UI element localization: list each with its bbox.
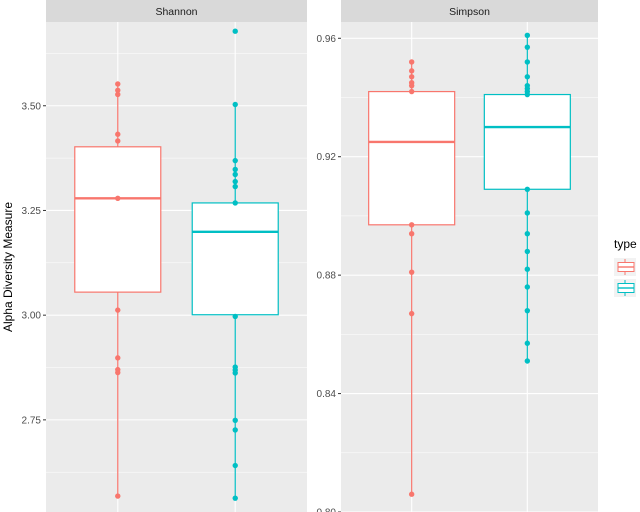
strip-background xyxy=(46,0,307,22)
data-point xyxy=(524,340,531,346)
data-point xyxy=(408,310,415,317)
panel-shannon: Shannon 2.75 3.00 3.25 3.50 xyxy=(22,0,307,512)
data-point xyxy=(524,44,531,50)
data-point xyxy=(524,307,531,314)
data-point xyxy=(115,138,121,144)
y-axis-title: Alpha Diversity Measure xyxy=(1,202,15,332)
strip-background xyxy=(341,0,598,22)
data-point xyxy=(232,183,238,190)
legend-key-2 xyxy=(614,279,636,297)
data-point xyxy=(524,248,531,255)
data-point xyxy=(524,91,531,98)
data-point xyxy=(232,427,238,433)
iqr-box xyxy=(483,93,571,190)
data-point xyxy=(115,87,121,93)
boxplot-group-2 xyxy=(483,32,571,364)
y-tick-label: 0.84 xyxy=(317,389,337,400)
data-point xyxy=(232,417,238,423)
data-point xyxy=(524,284,531,290)
y-tick-label: 0.92 xyxy=(317,152,337,163)
data-point xyxy=(408,230,415,237)
legend-title: type xyxy=(614,237,637,251)
data-point xyxy=(408,269,415,275)
data-point xyxy=(408,88,415,95)
y-tick-label: 2.75 xyxy=(22,415,42,426)
strip-label-shannon: Shannon xyxy=(155,6,197,18)
data-point xyxy=(115,131,121,137)
data-point xyxy=(232,495,238,501)
data-point xyxy=(524,32,531,39)
data-point xyxy=(115,307,121,313)
boxplot-group-1 xyxy=(74,81,162,499)
data-point xyxy=(408,82,415,89)
data-point xyxy=(408,68,415,74)
data-point xyxy=(524,74,531,80)
iqr-box xyxy=(74,146,162,293)
data-point xyxy=(232,200,238,206)
data-point xyxy=(524,210,531,216)
y-tick-label: 0.80 xyxy=(317,508,337,512)
iqr-box xyxy=(368,90,456,226)
y-tick-label: 0.96 xyxy=(317,34,337,45)
boxplots xyxy=(74,28,279,501)
boxplot-group-1 xyxy=(368,59,456,497)
data-point xyxy=(232,178,238,185)
data-point xyxy=(232,157,238,164)
y-tick-label: 0.88 xyxy=(317,271,337,282)
legend-key-1 xyxy=(614,258,636,276)
data-point xyxy=(115,369,121,376)
data-point xyxy=(232,462,238,469)
legend: type xyxy=(614,237,637,297)
data-point xyxy=(232,101,238,108)
data-point xyxy=(408,74,415,80)
y-axis-ticks: 2.75 3.00 3.25 3.50 xyxy=(22,101,46,426)
boxplot-group-2 xyxy=(191,28,279,501)
legend-keys xyxy=(614,258,636,297)
panel-simpson: Simpson 0.80 0.84 0.88 0.92 0.96 xyxy=(317,0,598,512)
data-point xyxy=(115,91,121,98)
data-point xyxy=(524,230,531,237)
data-point xyxy=(115,81,121,87)
data-point xyxy=(115,493,121,499)
y-tick-label: 3.25 xyxy=(22,206,42,217)
y-axis-ticks: 0.80 0.84 0.88 0.92 0.96 xyxy=(317,34,341,512)
data-point xyxy=(408,59,415,65)
y-tick-label: 3.00 xyxy=(22,311,42,322)
data-point xyxy=(524,358,531,364)
data-point xyxy=(232,171,238,178)
iqr-box xyxy=(191,202,279,316)
data-point xyxy=(524,59,531,65)
y-tick-label: 3.50 xyxy=(22,101,42,112)
boxplots xyxy=(368,32,571,497)
data-point xyxy=(232,313,238,320)
data-point xyxy=(232,370,238,376)
data-point xyxy=(115,195,121,202)
data-point xyxy=(232,166,238,173)
data-point xyxy=(115,355,121,361)
strip-label-simpson: Simpson xyxy=(449,6,490,18)
data-point xyxy=(524,266,531,272)
data-point xyxy=(232,28,238,34)
data-point xyxy=(408,491,415,497)
data-point xyxy=(408,222,415,228)
data-point xyxy=(524,186,531,192)
